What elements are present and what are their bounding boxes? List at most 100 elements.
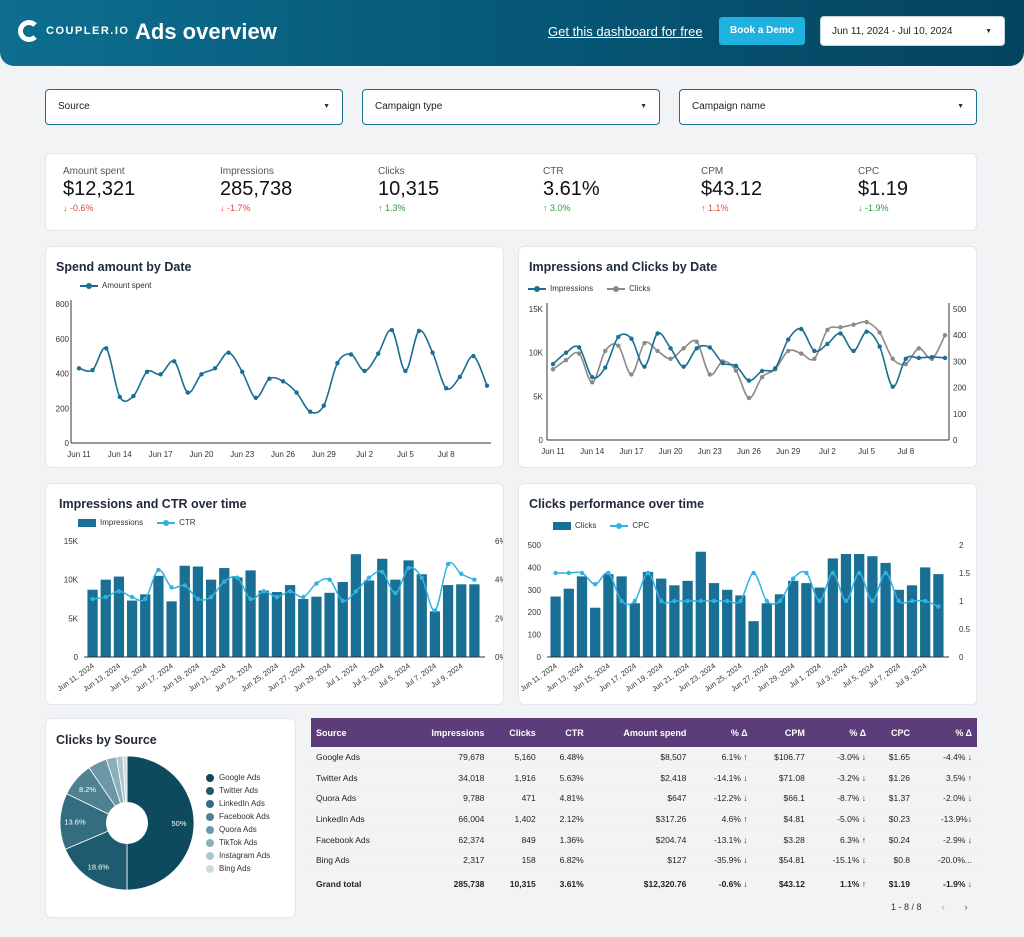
table-cell: 471: [489, 788, 541, 810]
cpc-point: [883, 570, 888, 576]
source-filter[interactable]: Source ▼: [45, 89, 343, 125]
date-range-select[interactable]: Jun 11, 2024 - Jul 10, 2024 ▼: [820, 16, 1005, 46]
y2-tick-label: 1: [959, 597, 964, 606]
table-cell: -13.9%↓: [915, 808, 977, 830]
column-header[interactable]: Amount spend: [588, 718, 692, 747]
column-header[interactable]: Source: [311, 718, 401, 747]
column-header[interactable]: % Δ: [809, 718, 872, 747]
table-cell: 158: [489, 849, 541, 872]
table-cell: 3.5% ↑: [915, 767, 977, 789]
impressions-point: [550, 361, 556, 367]
table-row: Google Ads 79,678 5,160 6.48% $8,507 6.1% ↑ $1…: [311, 747, 977, 769]
column-header[interactable]: CPC: [871, 718, 916, 747]
table-cell: 5,160: [489, 747, 541, 769]
chart-title: Impressions and Clicks by Date: [529, 260, 718, 274]
ctr-point: [353, 589, 359, 594]
table-cell: -35.9% ↓: [691, 849, 753, 872]
ctr-point: [432, 608, 438, 613]
impressions-point: [629, 336, 634, 341]
column-header[interactable]: CPM: [752, 718, 810, 747]
ctr-point: [380, 569, 385, 575]
impressions-point: [890, 384, 895, 389]
clicks-point: [825, 327, 830, 333]
table-cell: 849: [489, 829, 541, 851]
impressions-point: [707, 345, 712, 350]
clicks-bar: [748, 621, 759, 657]
spend-point: [226, 350, 231, 355]
y-tick-label: 400: [56, 370, 70, 379]
campaign-type-filter[interactable]: Campaign type ▼: [362, 89, 660, 125]
table-cell: $204.74: [588, 829, 692, 851]
donut-hole: [106, 802, 148, 844]
column-header[interactable]: CTR: [540, 718, 589, 747]
total-cell: 285,738: [453, 878, 485, 889]
x-tick-label: Jun 23: [230, 450, 255, 459]
clicks-bar: [788, 580, 799, 657]
table-cell: Twitter Ads: [311, 767, 401, 789]
ctr-point: [274, 594, 280, 600]
clicks-bar: [722, 589, 733, 657]
y2-tick-label: 6%: [495, 537, 503, 546]
legend-item: Bing Ads: [206, 862, 270, 875]
clicks-bar: [761, 603, 772, 657]
spend-line-chart: 0 200 400 600 800 Jun 11 Jun 14 Jun 17 Jun 20 Jun…: [56, 300, 491, 459]
clicks-point: [576, 351, 582, 356]
spend-point: [280, 379, 286, 384]
spend-point: [484, 383, 490, 388]
table-cell: $54.81: [752, 849, 810, 872]
column-header[interactable]: Clicks: [489, 718, 541, 747]
get-dashboard-link[interactable]: Get this dashboard for free: [548, 24, 703, 39]
date-range-value: Jun 11, 2024 - Jul 10, 2024: [832, 26, 953, 37]
impressions-bar: [126, 600, 138, 657]
x-tick-label: Jun 17: [149, 450, 174, 459]
total-cell: $43.12: [778, 878, 805, 889]
legend-label: Amount spent: [102, 281, 152, 290]
impressions-bar: [403, 560, 414, 657]
clicks-bar: [840, 553, 852, 657]
table-cell: -3.0% ↓: [809, 747, 872, 769]
ctr-point: [116, 589, 122, 594]
legend-label: CTR: [179, 518, 196, 527]
table-cell: -3.2% ↓: [809, 767, 872, 789]
legend-dot: [206, 812, 214, 821]
column-header[interactable]: % Δ: [915, 718, 977, 747]
impressions-point: [603, 365, 608, 370]
next-page-icon[interactable]: ›: [964, 902, 968, 912]
impressions-bar: [153, 575, 164, 657]
ctr-point: [419, 575, 424, 580]
x-tick-label: Jun 29: [312, 450, 337, 459]
column-header[interactable]: % Δ: [691, 718, 753, 747]
ctr-point: [103, 594, 108, 600]
column-header[interactable]: Impressions: [400, 718, 490, 747]
table-cell: 6.82%: [540, 849, 589, 872]
impressions-bar: [390, 579, 401, 657]
impressions-bar: [219, 568, 230, 657]
y-tick-label: 800: [56, 300, 70, 309]
coupler-logo[interactable]: COUPLER.IO: [18, 20, 129, 42]
prev-page-icon[interactable]: ‹: [941, 902, 945, 912]
y2-tick-label: 1.5: [959, 569, 971, 578]
clicks-point: [694, 339, 699, 344]
y-tick-label: 0: [74, 653, 79, 662]
legend-label: CPC: [632, 521, 650, 530]
ctr-point: [314, 581, 319, 586]
clicks-bar: [682, 580, 693, 657]
spend-point: [444, 386, 449, 391]
kpi-ctr: CTR 3.61% ↑ 3.0%: [543, 166, 693, 213]
book-demo-button[interactable]: Book a Demo: [719, 17, 805, 45]
x-tick-label: Jun 20: [659, 447, 684, 456]
impressions-point: [642, 364, 647, 369]
table-cell: Facebook Ads: [311, 829, 401, 851]
impressions-ctr-card: Impressions and CTR over time Impression…: [45, 483, 504, 705]
table-cell: $4.81: [752, 808, 810, 830]
clicks-point: [916, 346, 922, 351]
clicks-bar: [867, 556, 878, 657]
campaign-name-filter[interactable]: Campaign name ▼: [679, 89, 977, 125]
impressions-point: [916, 355, 922, 361]
impressions-bar: [179, 565, 190, 657]
table-cell: Google Ads: [311, 747, 401, 769]
kpi-value: 285,738: [220, 178, 293, 200]
clicks-bar: [774, 594, 786, 657]
clicks-bar: [695, 551, 706, 657]
clicks-by-source-card: Clicks by Source 50% 18.6% 13.6% 8.2%: [45, 718, 296, 918]
